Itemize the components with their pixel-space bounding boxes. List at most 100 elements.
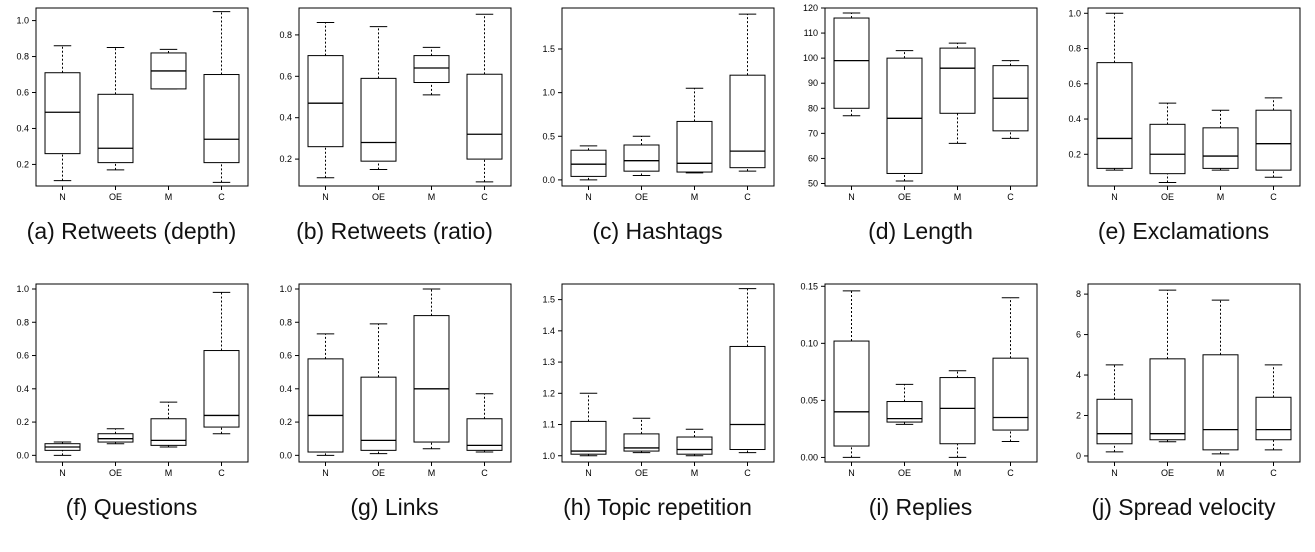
x-tick-label: C <box>1270 192 1277 200</box>
x-tick-label: M <box>954 192 962 200</box>
x-tick-label: M <box>691 468 699 476</box>
y-tick-label: 1.4 <box>542 326 555 336</box>
box-c <box>992 297 1029 442</box>
x-tick-label: M <box>428 192 436 200</box>
x-tick-label: C <box>1007 192 1014 200</box>
x-tick-label: N <box>848 468 855 476</box>
iqr-box <box>729 74 766 169</box>
iqr-box <box>1149 123 1186 175</box>
y-tick-label: 0.4 <box>16 384 29 394</box>
chart-panel-9: 0.00 0.05 0.10 0.15 N OE M C (i) Replies <box>789 276 1052 552</box>
iqr-box <box>886 401 923 423</box>
y-tick-label: 0.6 <box>16 88 29 98</box>
y-tick-label: 1.0 <box>542 88 555 98</box>
chart-panel-8: 1.0 1.1 1.2 1.3 1.4 1.5 N OE M C (h) Topic repetit… <box>526 276 789 552</box>
y-tick-label: 0.4 <box>16 123 29 133</box>
x-tick-label: C <box>481 192 488 200</box>
y-tick-label: 0.8 <box>279 317 292 327</box>
iqr-box <box>203 74 240 164</box>
y-tick-label: 0.15 <box>800 281 818 291</box>
chart-panel-10: 0 2 4 6 8 N OE M C (j) Spread velocity <box>1052 276 1315 552</box>
box-n <box>833 290 870 458</box>
box-oe <box>1149 102 1186 183</box>
iqr-box <box>1202 127 1239 169</box>
box-m <box>1202 109 1239 171</box>
x-tick-label: M <box>165 468 173 476</box>
x-tick-label: N <box>1111 192 1118 200</box>
box-oe <box>360 323 397 455</box>
chart-panel-5: 0.2 0.4 0.6 0.8 1.0 N OE M C (e) Exclamations <box>1052 0 1315 276</box>
iqr-box <box>307 55 344 148</box>
iqr-box <box>623 144 660 172</box>
iqr-box <box>203 350 240 428</box>
iqr-box <box>413 315 450 443</box>
chart-panel-2: 0.2 0.4 0.6 0.8 N OE M C (b) Retweets (ratio) <box>263 0 526 276</box>
box-n <box>570 145 607 181</box>
x-tick-label: M <box>691 192 699 200</box>
y-tick-label: 0.00 <box>800 452 818 462</box>
plot-frame <box>561 283 775 463</box>
plot-frame <box>35 7 249 187</box>
plot-frame <box>35 283 249 463</box>
y-tick-label: 0.8 <box>279 30 292 40</box>
y-tick-label: 1.0 <box>1068 8 1081 18</box>
y-tick-label: 1.0 <box>16 284 29 294</box>
x-tick-label: C <box>1007 468 1014 476</box>
chart-panel-3: 0.0 0.5 1.0 1.5 N OE M C (c) Hashtags <box>526 0 789 276</box>
x-tick-label: OE <box>372 468 385 476</box>
y-tick-label: 0.4 <box>279 113 292 123</box>
box-n <box>44 45 81 182</box>
iqr-box <box>97 93 134 164</box>
chart-panel-7: 0.0 0.2 0.4 0.6 0.8 1.0 N OE M C (g) Links <box>263 276 526 552</box>
x-tick-label: N <box>322 192 329 200</box>
box-m <box>1202 299 1239 455</box>
x-tick-label: C <box>218 192 225 200</box>
y-tick-label: 0.4 <box>279 384 292 394</box>
box-c <box>466 393 503 453</box>
x-tick-label: N <box>585 192 592 200</box>
y-tick-label: 0.8 <box>16 317 29 327</box>
chart-caption: (a) Retweets (depth) <box>26 218 237 244</box>
boxplot-chart: 0.2 0.4 0.6 0.8 N OE M C <box>279 7 512 200</box>
iqr-box <box>623 433 660 452</box>
box-n <box>1096 364 1133 453</box>
box-oe <box>97 47 134 171</box>
x-tick-label: C <box>218 468 225 476</box>
iqr-box <box>729 345 766 451</box>
iqr-box <box>1255 109 1292 171</box>
y-tick-label: 0.0 <box>542 175 555 185</box>
y-tick-label: 0.2 <box>279 154 292 164</box>
x-tick-label: M <box>954 468 962 476</box>
box-m <box>150 48 187 90</box>
iqr-box <box>570 420 607 455</box>
y-tick-label: 0 <box>1076 451 1081 461</box>
chart-caption: (g) Links <box>350 494 439 520</box>
plot-frame <box>298 283 512 463</box>
x-tick-label: OE <box>1161 468 1174 476</box>
box-oe <box>97 428 134 445</box>
iqr-box <box>992 357 1029 431</box>
chart-panel-1: 0.2 0.4 0.6 0.8 1.0 N OE M C (a) Retweets (depth) <box>0 0 263 276</box>
box-m <box>939 370 976 458</box>
y-tick-label: 0.05 <box>800 395 818 405</box>
y-tick-label: 8 <box>1076 289 1081 299</box>
box-oe <box>623 135 660 177</box>
box-c <box>992 60 1029 139</box>
y-tick-label: 0.2 <box>16 417 29 427</box>
y-tick-label: 0.8 <box>1068 44 1081 54</box>
x-tick-label: C <box>744 468 751 476</box>
y-tick-label: 80 <box>808 103 818 113</box>
x-tick-label: N <box>59 468 66 476</box>
y-tick-label: 90 <box>808 78 818 88</box>
y-tick-label: 0.5 <box>542 131 555 141</box>
x-tick-label: M <box>165 192 173 200</box>
y-tick-label: 0.2 <box>1068 149 1081 159</box>
x-tick-label: N <box>322 468 329 476</box>
y-tick-label: 100 <box>803 53 818 63</box>
box-oe <box>886 50 923 182</box>
y-tick-label: 1.3 <box>542 357 555 367</box>
plot-frame <box>824 283 1038 463</box>
boxplot-chart: 0.0 0.5 1.0 1.5 N OE M C <box>542 7 775 200</box>
box-m <box>676 428 713 457</box>
